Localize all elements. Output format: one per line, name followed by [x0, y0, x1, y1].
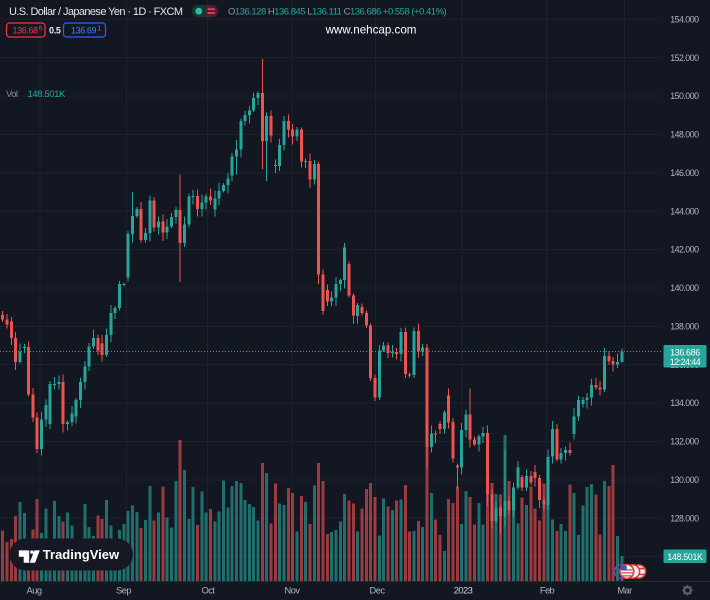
svg-text:148.000: 148.000: [670, 130, 699, 140]
svg-text:148.501K: 148.501K: [667, 552, 703, 562]
svg-text:136.69: 136.69: [71, 26, 97, 36]
svg-text:136.686: 136.686: [670, 348, 700, 358]
svg-text:Sep: Sep: [116, 586, 131, 596]
svg-text:132.000: 132.000: [670, 437, 699, 447]
svg-text:152.000: 152.000: [670, 53, 699, 63]
svg-text:Dec: Dec: [370, 586, 386, 596]
svg-text:142.000: 142.000: [670, 245, 699, 255]
svg-text:TradingView: TradingView: [43, 547, 120, 562]
svg-text:U.S. Dollar / Japanese Yen · 1: U.S. Dollar / Japanese Yen · 1D · FXCM: [9, 6, 183, 18]
svg-text:150.000: 150.000: [670, 91, 699, 101]
svg-text:138.000: 138.000: [670, 322, 699, 332]
svg-text:Oct: Oct: [202, 586, 216, 596]
svg-text:130.000: 130.000: [670, 475, 699, 485]
svg-text:0.5: 0.5: [49, 25, 61, 35]
svg-text:140.000: 140.000: [670, 283, 699, 293]
svg-text:6: 6: [39, 25, 43, 32]
svg-text:134.000: 134.000: [670, 398, 699, 408]
svg-text:O136.128 H136.845 L136.111 C13: O136.128 H136.845 L136.111 C136.686 +0.5…: [228, 7, 447, 18]
svg-text:Vol: Vol: [6, 89, 18, 100]
svg-text:2023: 2023: [454, 586, 473, 596]
svg-text:Mar: Mar: [617, 586, 632, 596]
svg-text:154.000: 154.000: [670, 14, 699, 24]
svg-text:1: 1: [97, 25, 101, 32]
svg-text:www.nehcap.com: www.nehcap.com: [325, 24, 417, 37]
svg-text:128.000: 128.000: [670, 513, 699, 523]
svg-text:146.000: 146.000: [670, 168, 699, 178]
svg-text:136.68: 136.68: [13, 26, 39, 36]
svg-text:Aug: Aug: [27, 586, 42, 596]
svg-text:144.000: 144.000: [670, 206, 699, 216]
svg-text:12:24:44: 12:24:44: [670, 357, 701, 367]
svg-text:148.501K: 148.501K: [28, 89, 67, 100]
svg-text:Nov: Nov: [285, 586, 301, 596]
svg-text:Feb: Feb: [540, 586, 555, 596]
